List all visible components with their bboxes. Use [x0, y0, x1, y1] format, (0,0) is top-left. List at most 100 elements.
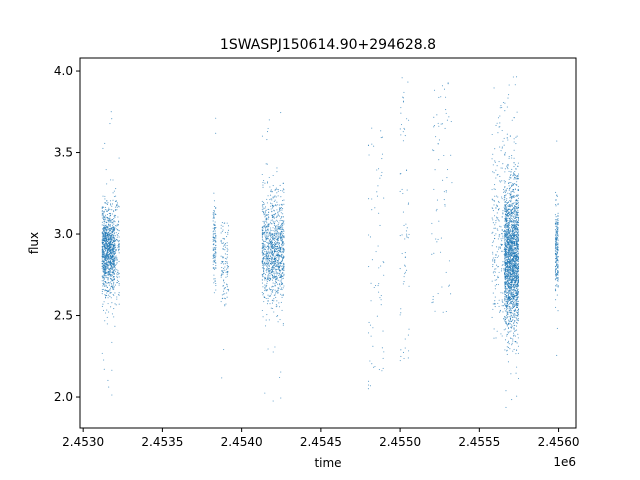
data-point [500, 233, 503, 235]
data-point [400, 355, 402, 358]
data-point [512, 240, 514, 242]
data-point [105, 224, 107, 226]
data-point [381, 153, 384, 155]
data-point [107, 262, 109, 264]
data-point [383, 351, 385, 353]
data-point [267, 208, 269, 210]
data-point [515, 226, 517, 228]
data-point [105, 216, 107, 218]
data-point [115, 195, 117, 197]
data-point [516, 263, 518, 265]
data-point [111, 248, 113, 250]
data-point [262, 316, 264, 318]
data-point [270, 202, 272, 204]
data-point [272, 276, 274, 278]
data-point [266, 226, 268, 228]
data-point [512, 218, 514, 220]
data-point [264, 233, 266, 235]
data-point [517, 241, 519, 243]
data-point [263, 240, 265, 242]
data-point [516, 257, 518, 259]
data-point [512, 196, 514, 198]
data-point [263, 270, 265, 272]
data-point [494, 288, 496, 290]
data-point [277, 250, 279, 253]
data-point [276, 167, 278, 169]
data-point [402, 211, 404, 213]
data-point [443, 191, 445, 193]
data-point [517, 228, 519, 231]
data-point [507, 229, 510, 231]
data-point [220, 239, 222, 242]
data-point [517, 176, 519, 178]
data-point [513, 290, 515, 292]
data-point [110, 265, 112, 267]
data-point [118, 294, 120, 296]
data-point [116, 298, 118, 300]
data-point [506, 316, 508, 318]
data-point [114, 270, 117, 272]
data-point [118, 236, 120, 238]
data-point [511, 213, 513, 215]
data-point [281, 236, 283, 238]
data-point [432, 301, 434, 303]
data-point [215, 207, 217, 209]
data-point [271, 290, 274, 292]
data-point [214, 230, 216, 232]
data-point [280, 269, 282, 271]
data-point [497, 117, 500, 119]
data-point [278, 245, 280, 247]
data-point [510, 285, 513, 287]
data-point [104, 240, 106, 242]
data-point [510, 204, 512, 206]
data-point [267, 218, 269, 220]
data-point [435, 210, 437, 212]
data-point [220, 262, 222, 264]
data-point [101, 211, 103, 213]
data-point [276, 231, 278, 233]
data-point [516, 297, 518, 299]
data-point [264, 286, 266, 289]
data-point [375, 251, 377, 253]
data-point [517, 173, 520, 175]
data-point [108, 284, 110, 286]
data-point [263, 223, 265, 225]
data-point [275, 270, 277, 272]
data-point [280, 265, 282, 267]
data-point [508, 261, 510, 263]
data-point [266, 271, 268, 273]
data-point [103, 234, 105, 236]
data-point [492, 264, 494, 266]
data-point [268, 244, 270, 246]
data-point [280, 235, 282, 237]
data-point [106, 309, 108, 311]
data-point [496, 205, 498, 207]
data-point [268, 252, 270, 254]
data-point [107, 251, 109, 254]
data-point [112, 221, 114, 223]
data-point [104, 195, 106, 197]
data-point [105, 169, 107, 171]
data-point [224, 298, 227, 300]
data-point [513, 272, 515, 275]
data-point [509, 270, 511, 272]
data-point [113, 253, 115, 256]
data-point [494, 227, 496, 229]
data-point [282, 230, 284, 232]
data-point [517, 279, 520, 281]
data-point [432, 149, 434, 151]
data-point [509, 256, 512, 258]
data-point [283, 248, 285, 250]
data-point [118, 280, 120, 282]
data-point [263, 263, 265, 265]
data-point [431, 222, 433, 224]
data-point [222, 225, 224, 227]
data-point [213, 292, 215, 294]
data-point [281, 231, 283, 233]
data-point [513, 304, 515, 306]
data-point [266, 202, 268, 204]
data-point [280, 261, 282, 263]
data-point [274, 199, 276, 201]
data-point [274, 289, 276, 291]
data-point [402, 192, 404, 195]
